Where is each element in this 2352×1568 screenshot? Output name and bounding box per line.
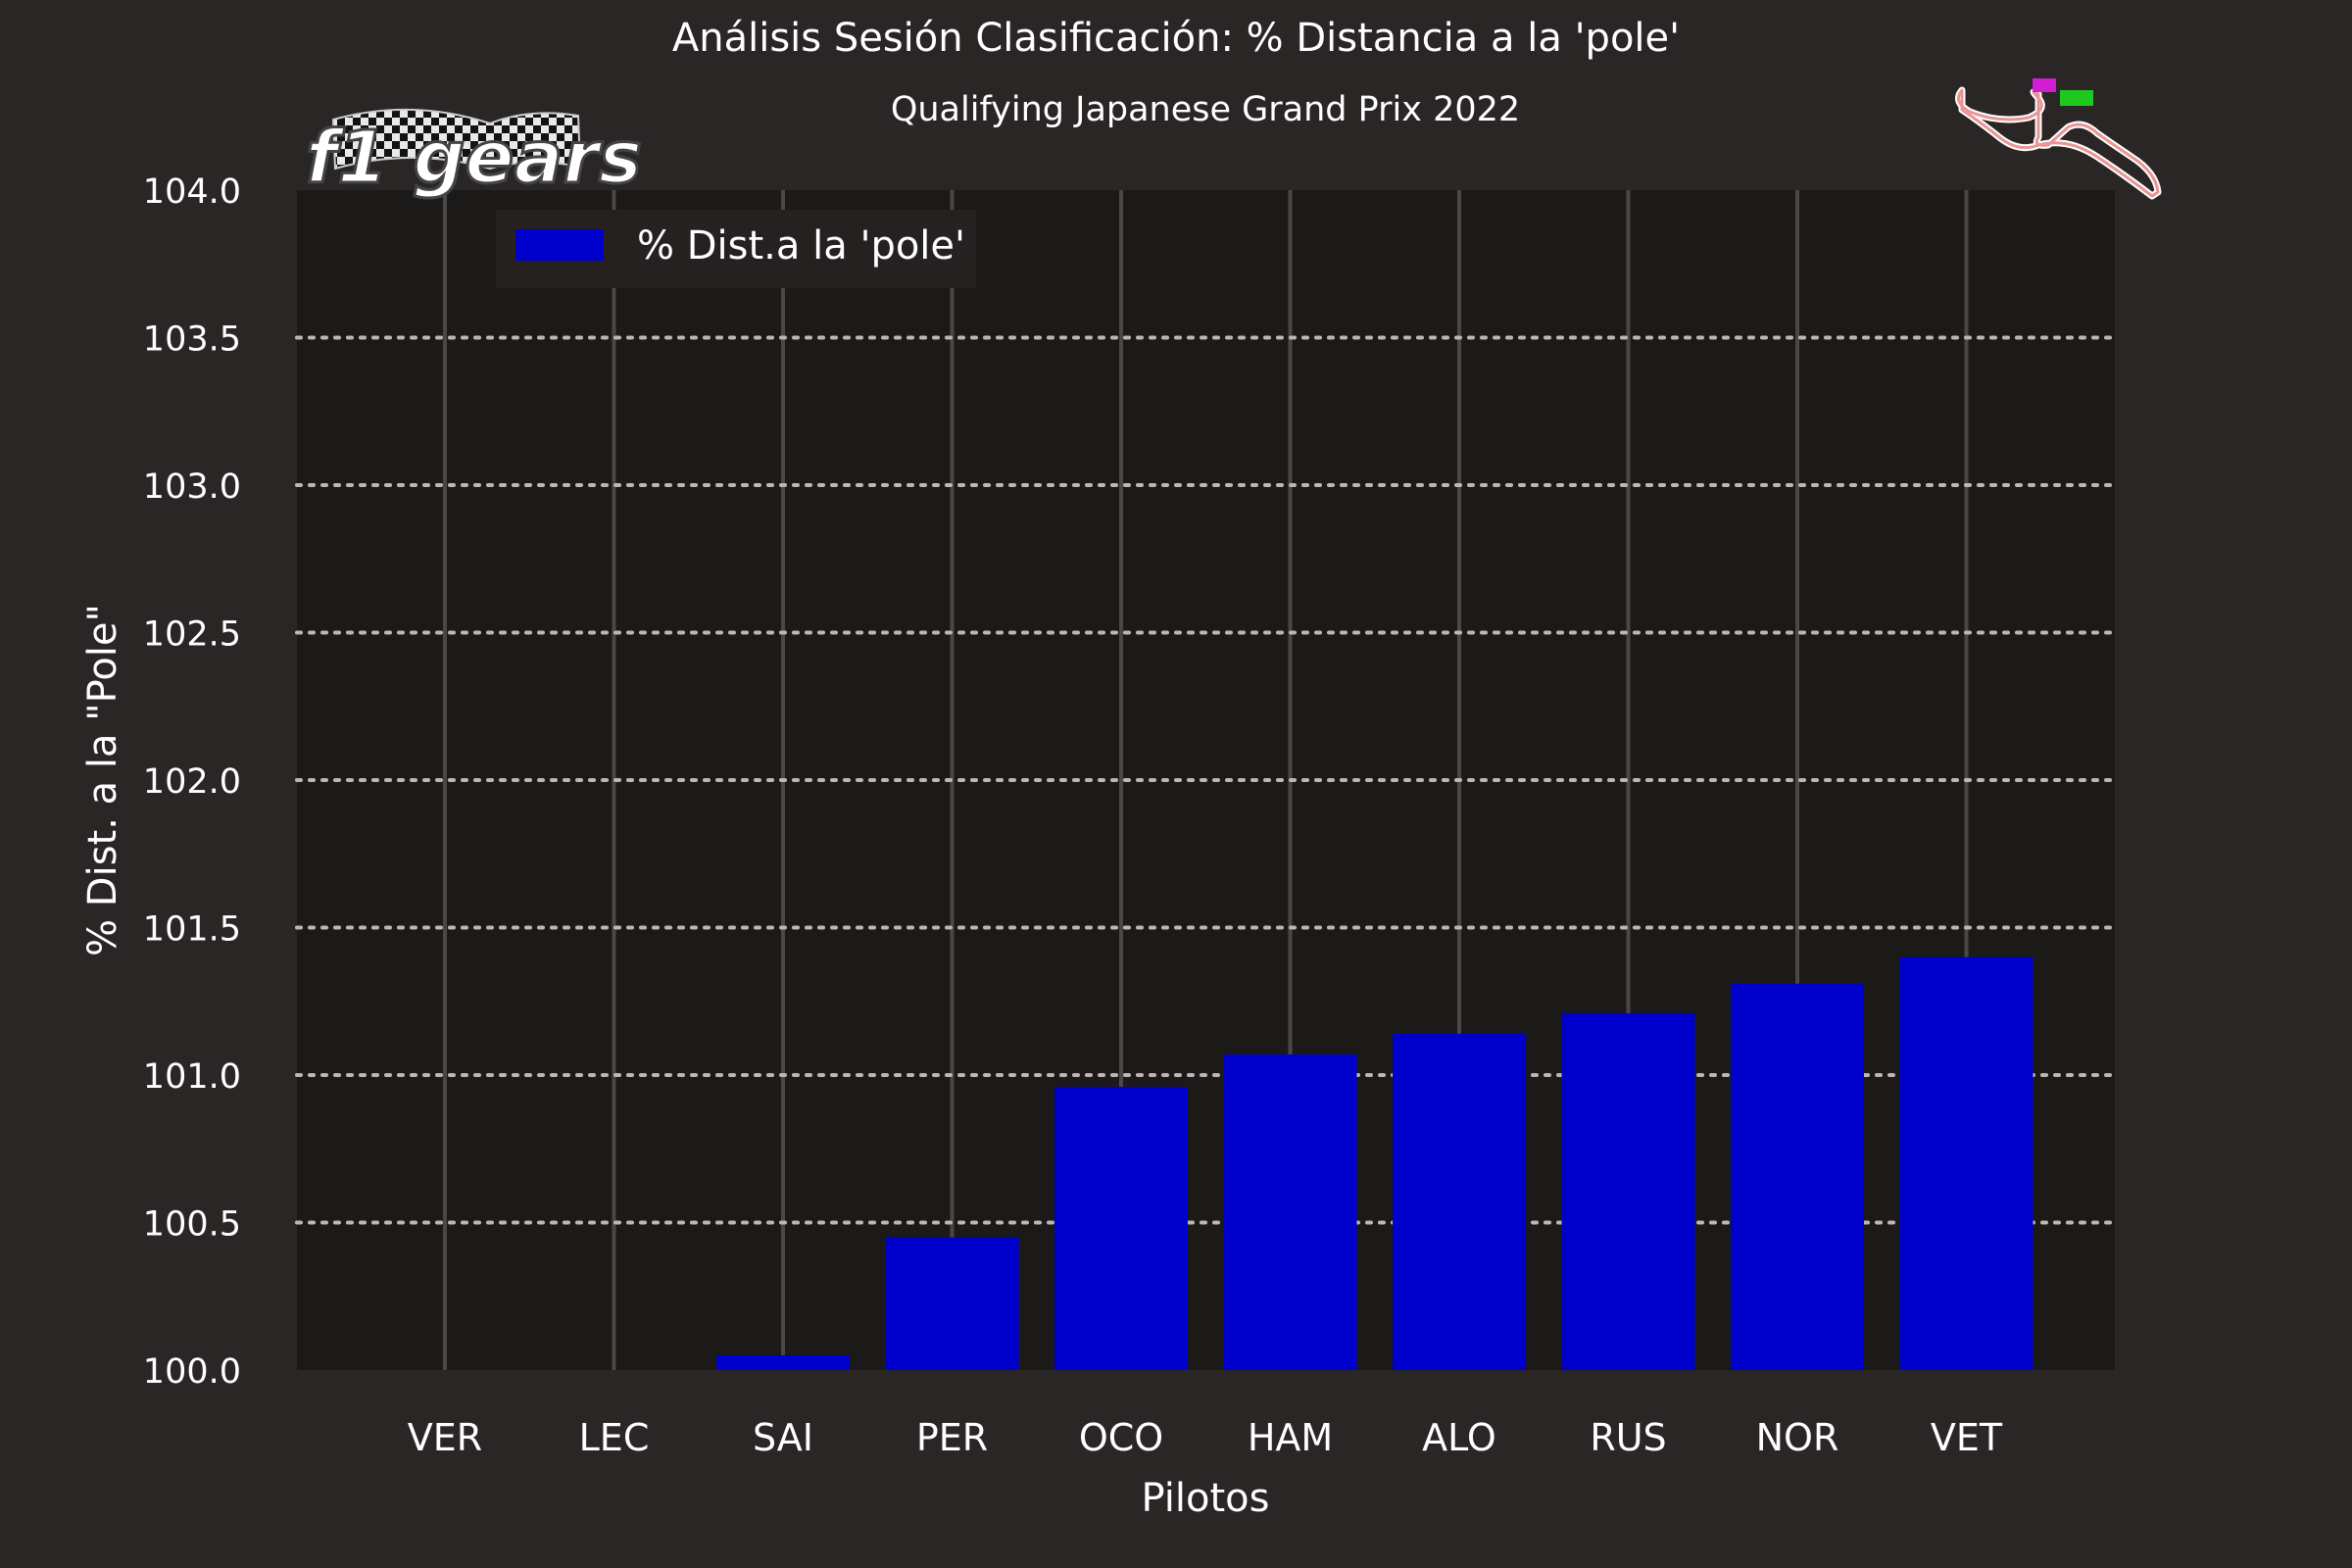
x-tick-labels: VER LEC SAI PER OCO HAM ALO RUS NOR VET — [408, 1416, 2003, 1459]
svg-text:f1 gears: f1 gears — [306, 116, 642, 200]
chart-title: Análisis Sesión Clasificación: % Distanc… — [672, 16, 1680, 61]
y-axis-label: % Dist. a la "Pole" — [80, 604, 125, 956]
x-tick-label: RUS — [1590, 1416, 1666, 1459]
bar-nor — [1731, 983, 1864, 1370]
legend-label: % Dist.a la 'pole' — [637, 223, 965, 269]
x-tick-label: SAI — [753, 1416, 813, 1459]
legend-swatch — [515, 229, 604, 261]
track-map-icon — [1954, 78, 2162, 200]
x-tick-label: HAM — [1248, 1416, 1333, 1459]
x-tick-label: NOR — [1756, 1416, 1839, 1459]
y-tick-label: 103.0 — [143, 467, 241, 507]
bar-sai — [716, 1354, 850, 1370]
bars — [716, 956, 2034, 1370]
chart-subtitle: Qualifying Japanese Grand Prix 2022 — [891, 90, 1520, 129]
y-tick-label: 103.5 — [143, 320, 241, 360]
y-tick-label: 104.0 — [143, 172, 241, 212]
x-tick-label: LEC — [579, 1416, 650, 1459]
x-tick-label: PER — [916, 1416, 988, 1459]
bar-rus — [1561, 1012, 1695, 1370]
bar-oco — [1054, 1087, 1188, 1370]
x-axis-label: Pilotos — [1142, 1476, 1270, 1521]
y-tick-label: 100.0 — [143, 1352, 241, 1392]
x-tick-label: VET — [1931, 1416, 2003, 1459]
y-tick-label: 100.5 — [143, 1205, 241, 1245]
f1-gears-logo: f1 gears — [305, 108, 644, 202]
x-tick-label: OCO — [1079, 1416, 1163, 1459]
legend: % Dist.a la 'pole' — [496, 210, 976, 288]
y-tick-label: 101.0 — [143, 1057, 241, 1097]
y-tick-label: 102.5 — [143, 615, 241, 655]
y-tick-label: 101.5 — [143, 910, 241, 950]
bar-per — [885, 1237, 1019, 1370]
y-tick-label: 102.0 — [143, 762, 241, 802]
bar-ham — [1223, 1054, 1357, 1370]
bar-alo — [1393, 1033, 1526, 1370]
x-tick-label: VER — [408, 1416, 482, 1459]
x-tick-label: ALO — [1422, 1416, 1496, 1459]
y-tick-labels: 100.0 100.5 101.0 101.5 102.0 102.5 103.0 103.5… — [143, 172, 241, 1392]
bar-vet — [1899, 956, 2034, 1370]
